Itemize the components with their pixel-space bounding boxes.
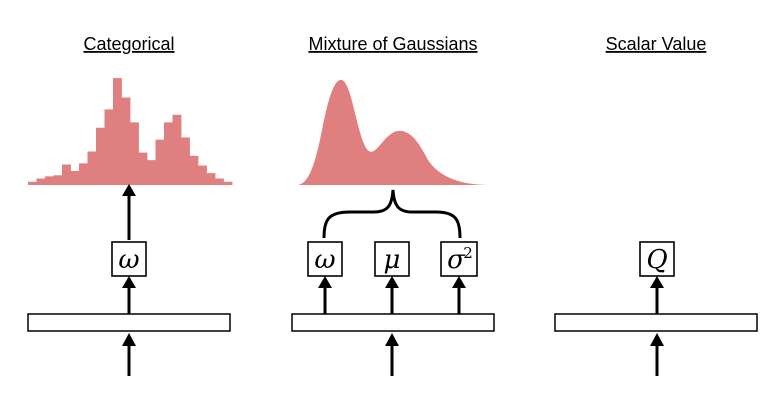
- histogram-bar: [36, 178, 46, 185]
- histogram-bar: [206, 173, 216, 185]
- histogram-bar: [181, 137, 190, 185]
- categorical-histogram: [28, 78, 233, 185]
- histogram-bar: [155, 139, 165, 185]
- categorical-title: Categorical: [83, 34, 174, 54]
- histogram-bar: [28, 181, 37, 185]
- mixture-omega-box: [307, 241, 343, 277]
- categorical-arrowhead-mid: [122, 276, 136, 288]
- histogram-bar: [53, 175, 63, 185]
- mixture-omega-symbol: ω: [314, 245, 335, 275]
- scalar-column: Q: [554, 241, 758, 376]
- mixture-mu-box: [374, 241, 410, 277]
- mixture-arrowhead-mu: [385, 276, 399, 288]
- histogram-bar: [138, 152, 148, 185]
- scalar-arrowhead-q: [650, 276, 664, 288]
- mixture-arrowhead-input: [385, 333, 399, 346]
- scalar-network-layer: [554, 313, 758, 332]
- mixture-network-layer: [291, 313, 495, 332]
- histogram-bar: [147, 160, 156, 185]
- histogram-bar: [130, 122, 139, 185]
- histogram-bar: [223, 181, 233, 185]
- histogram-bar: [87, 151, 97, 185]
- histogram-bar: [121, 97, 131, 185]
- histogram-bar: [104, 109, 114, 185]
- categorical-arrowhead-input: [122, 333, 136, 346]
- histogram-bar: [79, 163, 88, 185]
- mixture-title: Mixture of Gaussians: [308, 34, 477, 54]
- mixture-column: ω μ σ 2: [291, 189, 495, 376]
- scalar-arrowhead-input: [650, 333, 664, 346]
- categorical-omega-symbol: ω: [118, 245, 139, 275]
- mixture-curly-brace: [322, 189, 462, 239]
- mixture-density-curve: [298, 79, 490, 185]
- histogram-bar: [189, 155, 199, 185]
- histogram-bar: [164, 122, 173, 185]
- mixture-mu-symbol: μ: [384, 245, 401, 275]
- histogram-bar: [172, 114, 182, 185]
- mixture-arrowhead-sigma: [452, 276, 466, 288]
- histogram-bar: [45, 176, 54, 185]
- categorical-arrowhead-top: [122, 184, 136, 196]
- histogram-bar: [70, 170, 80, 185]
- histogram-bar: [113, 78, 122, 185]
- mixture-arrowhead-omega: [318, 276, 332, 288]
- histogram-bar: [96, 127, 105, 185]
- histogram-bar: [198, 165, 207, 185]
- histogram-bar: [215, 178, 224, 185]
- mixture-sigma-superscript: 2: [463, 244, 473, 262]
- categorical-column: ω: [27, 184, 231, 376]
- mixture-sigma-symbol: σ: [447, 245, 466, 275]
- scalar-q-symbol: Q: [646, 245, 667, 275]
- histogram-bar: [62, 164, 71, 185]
- categorical-network-layer: [27, 313, 231, 332]
- scalar-title: Scalar Value: [606, 34, 707, 54]
